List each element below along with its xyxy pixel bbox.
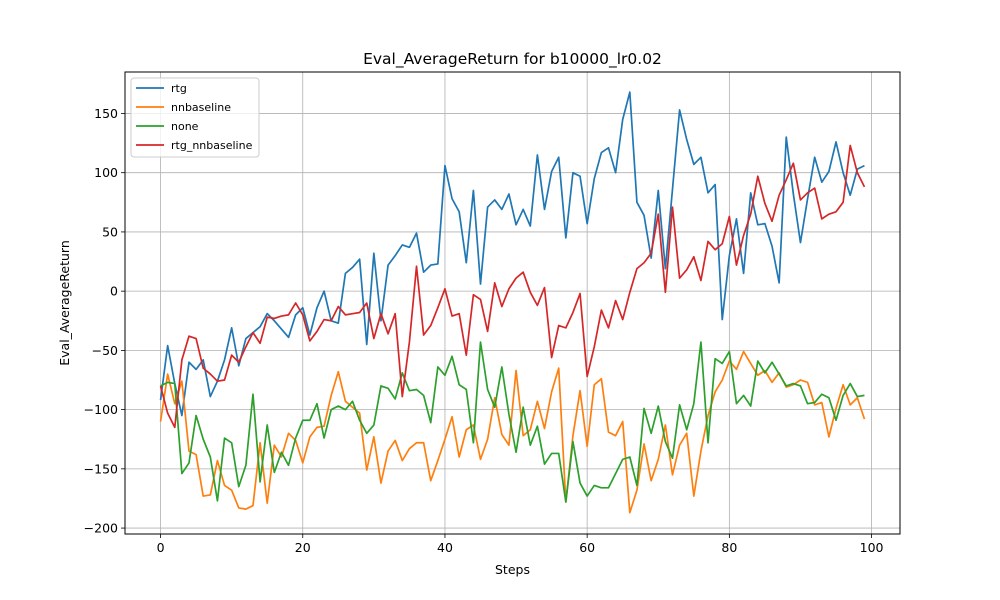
y-tick-label: 150 bbox=[94, 106, 118, 121]
x-tick-label: 80 bbox=[721, 540, 737, 555]
x-tick-label: 40 bbox=[437, 540, 453, 555]
y-tick-label: 0 bbox=[110, 284, 118, 299]
legend-label-none: none bbox=[171, 120, 199, 133]
series-lines bbox=[159, 91, 866, 514]
chart-title: Eval_AverageReturn for b10000_lr0.02 bbox=[363, 50, 662, 69]
plot-frame bbox=[124, 71, 901, 535]
x-tick-label: 60 bbox=[579, 540, 595, 555]
legend-label-rtg: rtg bbox=[171, 82, 187, 95]
y-tick-label: −50 bbox=[92, 343, 118, 358]
y-tick-label: −200 bbox=[84, 521, 118, 536]
x-tick-label: 100 bbox=[860, 540, 884, 555]
x-tick-label: 0 bbox=[157, 540, 165, 555]
x-axis-label: Steps bbox=[495, 562, 530, 577]
y-tick-label: 100 bbox=[94, 165, 118, 180]
series-line-nnbaseline bbox=[159, 350, 866, 514]
legend-frame bbox=[130, 77, 260, 158]
series-line-none bbox=[160, 341, 865, 503]
legend: rtg nnbaseline none rtg_nnbaseline bbox=[130, 77, 260, 158]
legend-label-nnbaseline: nnbaseline bbox=[171, 101, 231, 114]
series-line-rtg-nnbaseline bbox=[159, 144, 866, 429]
y-tick-label: −150 bbox=[84, 461, 118, 476]
axis-ticks: 0 20 40 60 80 100 −200 −150 −100 −50 0 50 100 150 bbox=[84, 106, 884, 555]
x-tick-label: 20 bbox=[295, 540, 311, 555]
y-tick-label: −100 bbox=[84, 402, 118, 417]
legend-label-rtg-nnbaseline: rtg_nnbaseline bbox=[171, 139, 253, 152]
y-axis-label: Eval_AverageReturn bbox=[57, 240, 72, 366]
y-tick-label: 50 bbox=[102, 224, 118, 239]
series-line-rtg bbox=[159, 91, 865, 417]
